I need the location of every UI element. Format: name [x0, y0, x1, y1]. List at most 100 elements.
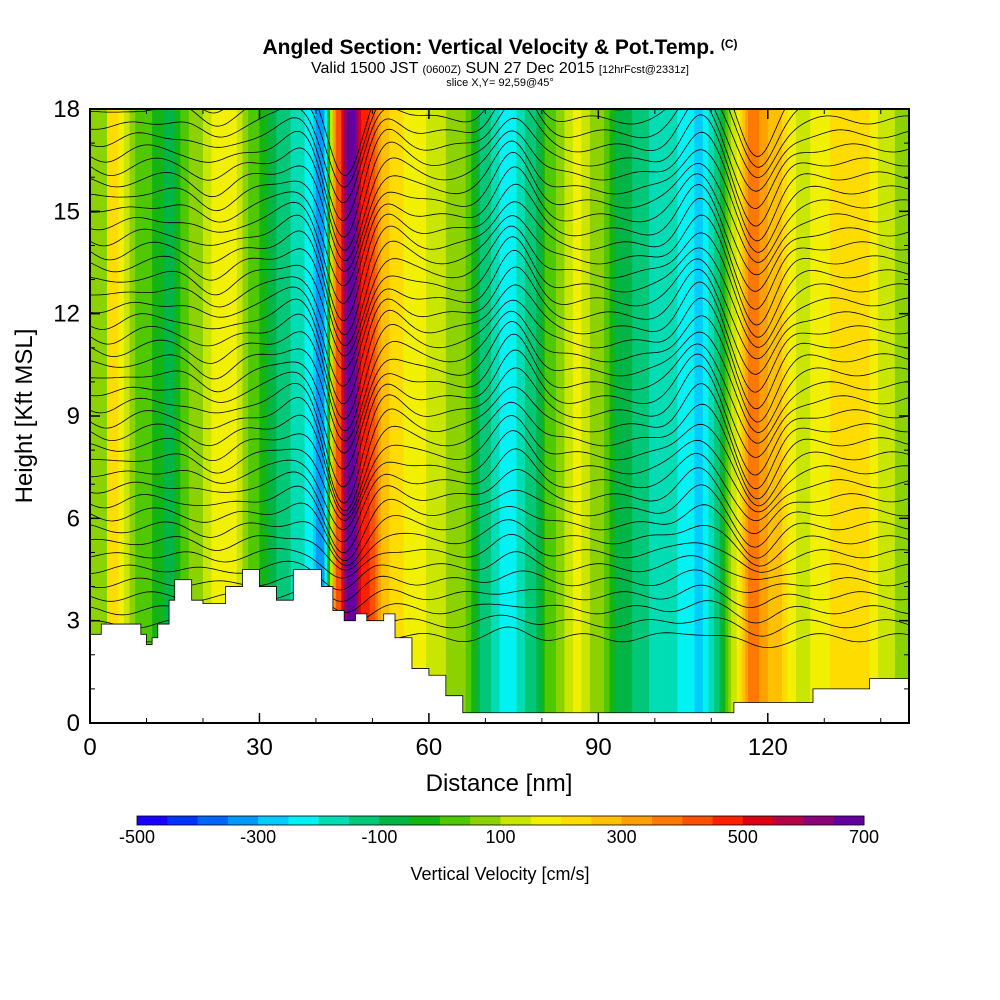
- velocity-cell: [513, 109, 518, 723]
- velocity-cell: [875, 109, 879, 723]
- velocity-cell: [685, 109, 690, 723]
- y-tick-label: 6: [67, 505, 80, 532]
- velocity-cell: [705, 109, 710, 723]
- velocity-cell: [801, 109, 806, 723]
- velocity-cell: [154, 109, 159, 723]
- velocity-cell: [115, 109, 119, 723]
- colorbar-segment: [591, 816, 623, 825]
- velocity-cell: [519, 109, 523, 723]
- velocity-cell: [657, 109, 662, 723]
- velocity-cell: [140, 109, 145, 723]
- velocity-cell: [739, 109, 743, 723]
- colorbar-segment: [682, 816, 714, 825]
- velocity-cell: [883, 109, 888, 723]
- x-tick-label: 90: [585, 734, 612, 761]
- velocity-cell: [708, 109, 712, 723]
- velocity-cell: [395, 109, 399, 723]
- velocity-cell: [790, 109, 794, 723]
- velocity-cell: [349, 109, 354, 723]
- velocity-cell: [719, 109, 724, 723]
- velocity-cell: [852, 109, 856, 723]
- isentrope-line: [90, 151, 909, 287]
- velocity-cell: [674, 109, 679, 723]
- velocity-cell: [488, 109, 492, 723]
- velocity-cell: [759, 109, 763, 723]
- velocity-cell: [183, 109, 187, 723]
- axis-ticks: 0 30 60 90 120 0 3 6 9 12 15 18: [53, 96, 909, 761]
- velocity-cell: [234, 109, 238, 723]
- velocity-cell: [654, 109, 659, 723]
- isentrope-line: [90, 448, 909, 543]
- velocity-cell: [869, 109, 873, 723]
- velocity-cell: [558, 109, 563, 723]
- velocity-cell: [640, 109, 645, 723]
- velocity-cell: [832, 109, 837, 723]
- velocity-cell: [406, 109, 410, 723]
- isentrope-line: [90, 430, 909, 531]
- velocity-cell: [434, 109, 438, 723]
- velocity-cell: [555, 109, 560, 723]
- isentrope-line: [90, 249, 909, 387]
- isentrope-line: [90, 310, 909, 442]
- velocity-cell: [632, 109, 636, 723]
- velocity-cell: [564, 109, 568, 723]
- velocity-cell: [290, 109, 294, 723]
- isentrope-line: [202, 109, 786, 177]
- velocity-cell: [440, 109, 444, 723]
- velocity-cell: [171, 109, 176, 723]
- velocity-cell: [493, 109, 498, 723]
- velocity-cell: [135, 109, 139, 723]
- colorbar-segment: [167, 816, 199, 825]
- y-tick-label: 3: [67, 608, 80, 635]
- velocity-cell: [694, 109, 698, 723]
- velocity-cell: [409, 109, 413, 723]
- velocity-cell: [298, 109, 303, 723]
- isentrope-line: [90, 321, 909, 454]
- velocity-cell: [386, 109, 390, 723]
- colorbar-tick-label: 100: [485, 827, 515, 847]
- velocity-cell: [459, 109, 464, 723]
- velocity-cell: [846, 109, 851, 723]
- velocity-cell: [186, 109, 190, 723]
- velocity-cell: [313, 109, 317, 723]
- velocity-cell: [448, 109, 453, 723]
- velocity-cell: [860, 109, 865, 723]
- isentrope-line: [90, 569, 909, 602]
- velocity-cell: [572, 109, 577, 723]
- terrain: [90, 569, 909, 723]
- velocity-cell: [389, 109, 393, 723]
- velocity-cell: [877, 109, 882, 723]
- velocity-cell: [750, 109, 755, 723]
- velocity-cell: [824, 109, 828, 723]
- velocity-cell: [570, 109, 574, 723]
- colorbar-segment: [803, 816, 835, 825]
- velocity-cell: [592, 109, 597, 723]
- velocity-cell: [863, 109, 868, 723]
- velocity-cell: [177, 109, 181, 723]
- velocity-cell: [533, 109, 537, 723]
- velocity-cell: [109, 109, 114, 723]
- velocity-cell: [855, 109, 859, 723]
- velocity-cell: [202, 109, 207, 723]
- velocity-cell: [505, 109, 509, 723]
- colorbar-segment: [712, 816, 744, 825]
- velocity-cell: [779, 109, 783, 723]
- velocity-cell: [798, 109, 803, 723]
- velocity-cell: [807, 109, 811, 723]
- velocity-cell: [284, 109, 289, 723]
- copyright-mark: (C): [720, 37, 738, 51]
- isentrope-line: [90, 225, 909, 357]
- velocity-cell: [98, 109, 102, 723]
- velocity-cell: [886, 109, 890, 723]
- colorbar-segment: [409, 816, 441, 825]
- velocity-cell: [496, 109, 501, 723]
- velocity-cell: [866, 109, 871, 723]
- velocity-cell: [474, 109, 478, 723]
- velocity-cell: [643, 109, 647, 723]
- velocity-cell: [417, 109, 422, 723]
- isentrope-line: [90, 197, 909, 336]
- velocity-cell: [363, 109, 368, 723]
- velocity-cell: [205, 109, 210, 723]
- isentrope-line: [90, 519, 909, 571]
- velocity-cell: [471, 109, 475, 723]
